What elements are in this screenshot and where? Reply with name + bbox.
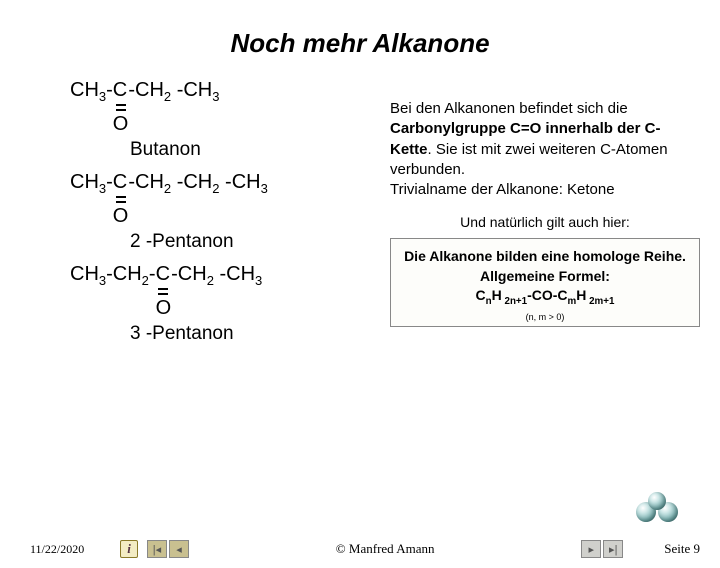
description-text: Bei den Alkanonen befindet sich die Carb… (390, 99, 700, 200)
footer: 11/22/2020 i |◂ ◂ © Manfred Amann ▸ ▸| S… (0, 540, 720, 558)
nav-last-button[interactable]: ▸| (603, 540, 623, 558)
page-title: Noch mehr Alkanone (0, 28, 720, 59)
formula-line-2: Allgemeine Formel: (480, 268, 610, 284)
nav-first-button[interactable]: |◂ (147, 540, 167, 558)
molecule-name: 2 -Pentanon (130, 231, 380, 253)
molecule-3d-icon (636, 492, 678, 526)
formula-box: Die Alkanone bilden eine homologe Reihe.… (390, 238, 700, 326)
footer-copyright: © Manfred Amann (190, 541, 580, 557)
molecule-formula: CH3-CH2-CO-CH2 -CH3 (70, 263, 380, 319)
footer-date: 11/22/2020 (30, 542, 120, 557)
molecule-name: 3 -Pentanon (130, 323, 380, 345)
nav-next-button[interactable]: ▸ (581, 540, 601, 558)
nav-prev-button[interactable]: ◂ (169, 540, 189, 558)
molecule-3pentanon: CH3-CH2-CO-CH2 -CH3 3 -Pentanon (70, 263, 380, 345)
footer-page: Seite 9 (664, 541, 700, 557)
molecules-column: CH3-CO-CH2 -CH3 Butanon CH3-CO-CH2 -CH2 … (70, 79, 380, 355)
subtitle-text: Und natürlich gilt auch hier: (390, 214, 700, 230)
molecule-formula: CH3-CO-CH2 -CH3 (70, 79, 380, 135)
molecule-formula: CH3-CO-CH2 -CH2 -CH3 (70, 171, 380, 227)
molecule-name: Butanon (130, 139, 380, 161)
molecule-butanon: CH3-CO-CH2 -CH3 Butanon (70, 79, 380, 161)
formula-line-1: Die Alkanone bilden eine homologe Reihe. (404, 248, 686, 264)
formula-note: (n, m > 0) (397, 311, 693, 324)
general-formula: CnH 2n+1-CO-CmH 2m+1 (476, 287, 615, 303)
molecule-2pentanon: CH3-CO-CH2 -CH2 -CH3 2 -Pentanon (70, 171, 380, 253)
text-column: Bei den Alkanonen befindet sich die Carb… (380, 79, 700, 355)
info-icon[interactable]: i (120, 540, 138, 558)
content-area: CH3-CO-CH2 -CH3 Butanon CH3-CO-CH2 -CH2 … (0, 79, 720, 355)
